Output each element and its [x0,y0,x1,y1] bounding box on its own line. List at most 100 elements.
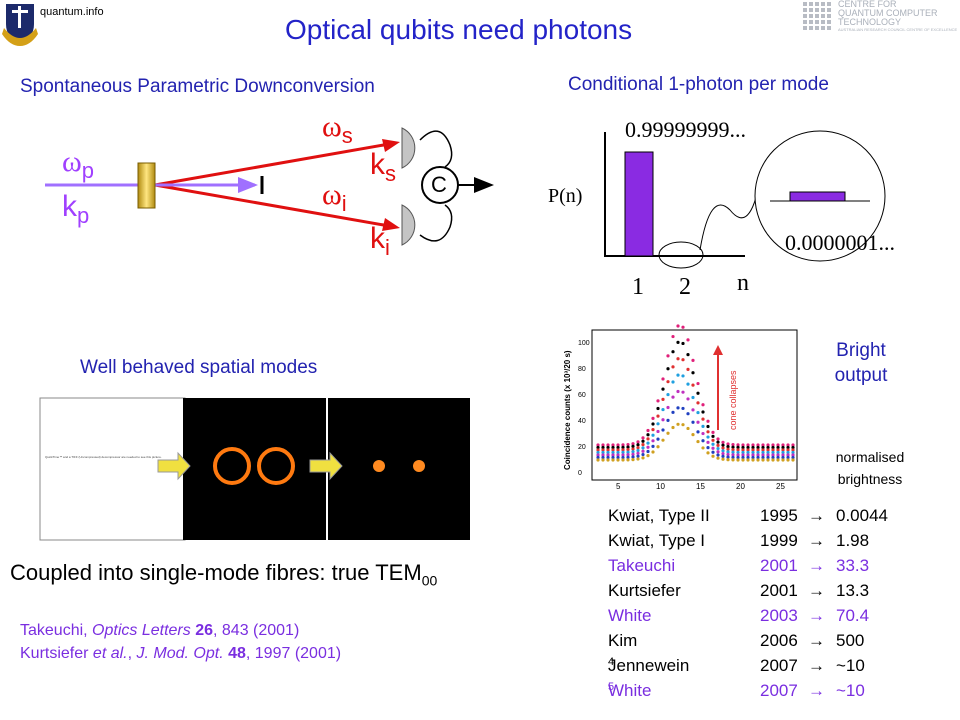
plot-dot [771,458,775,462]
plot-dot [736,445,740,449]
plot-dot [636,454,640,458]
table-row: Takeuchi 2001 → 33.3 [608,556,948,580]
year-cell: 1999 [760,531,798,550]
subscript: s [385,161,396,186]
reference: Takeuchi, Optics Letters 26, 843 (2001) [20,622,299,640]
plot-dot [601,443,605,447]
arrow: → [808,606,825,625]
heading: Conditional 1-photon per mode [568,74,829,95]
plot-dot [716,443,720,447]
ref-part: Takeuchi, [20,622,93,639]
plot-dot [731,445,735,449]
exponent: 5 [608,681,615,693]
plot-dot [616,450,620,455]
photon-number-diagram [604,130,886,269]
plot-x-tick: 5 [616,482,621,491]
plot-dot [646,433,650,437]
plot-y-tick: 100 [578,340,590,347]
value-cell: 500 [836,631,865,650]
plot-dot [776,445,780,450]
plot-dot [666,405,670,410]
plot-dot [756,455,760,460]
plot-dot [726,450,730,454]
arrow: → [808,656,825,675]
plot-dot [651,427,655,432]
plot-dot [671,425,675,430]
symbol: ω [322,110,342,143]
plot-dot [716,450,720,454]
plot-dot [706,424,710,429]
plot-dot [616,448,620,452]
plot-dot [721,454,725,459]
plot-dot [656,429,660,434]
year-cell: 2001 [760,581,798,600]
plot-dot [646,445,650,449]
plot-dot [606,443,610,447]
plot-y-tick: 0 [578,470,582,477]
plot-dot [646,428,650,433]
plot-dot [791,455,795,460]
plot-dot [686,426,690,431]
plot-dot [606,455,610,460]
plot-dot [611,443,615,447]
plot-dot [721,446,725,450]
plot-dot [701,410,705,414]
plot-dot [631,455,635,459]
plot-dot [736,458,740,462]
table-row: Jennewein 2007 → ~10 4 [608,656,948,680]
plot-dot [671,395,675,399]
plot-dot [656,414,660,418]
plot-dot [596,455,600,460]
plot-dot [771,453,775,457]
arrow: → [808,506,825,525]
plot-dot [641,436,645,440]
plot-dot [696,420,700,424]
logo-line: AUSTRALIAN RESEARCH COUNCIL CENTRE OF EX… [838,27,958,32]
plot-dot [746,455,750,460]
plot-dot [751,448,755,452]
plot-dot [781,443,785,447]
exponent: 4 [608,656,615,668]
plot-dot [636,457,640,461]
plot-dot [616,455,620,460]
plot-y-tick: 20 [578,444,586,451]
plot-dot [766,443,770,447]
plot-y-tick: 80 [578,366,586,373]
plot-dot [736,448,740,452]
symbol: ω [322,178,342,211]
plot-dot [751,455,755,460]
plot-dot [606,445,610,450]
plot-dot [646,449,650,454]
plot-dot [656,445,660,449]
plot-dot [686,397,690,401]
plot-dot [731,443,735,447]
plot-dot [686,382,690,386]
ref-part: 26 [195,622,213,639]
plot-dot [751,450,755,455]
plot-dot [611,458,615,462]
plot-dot [731,455,735,459]
plot-dot [751,443,755,447]
column-heading: normalised brightness [835,449,905,487]
plot-dot [676,357,680,361]
plot-dot [766,448,770,452]
plot-dot [631,442,635,446]
plot-dot [676,422,680,426]
plot-dot [726,452,730,457]
ref-part: , 1997 (2001) [245,645,342,662]
plot-dot [651,444,655,449]
subscript: i [341,191,347,216]
plot-dot [771,450,775,455]
name-cell: White [608,681,652,700]
plot-dot [696,401,700,405]
plot-dot [731,453,735,457]
plot-dot [661,438,665,442]
plot-dot [756,443,760,447]
symbol: k [62,190,77,223]
ref-part: et al. [92,645,128,662]
plot-x-tick: 15 [696,482,705,491]
plot-dot [621,448,625,452]
symbol: ω [62,145,82,178]
value-cell: ~10 [836,681,865,700]
